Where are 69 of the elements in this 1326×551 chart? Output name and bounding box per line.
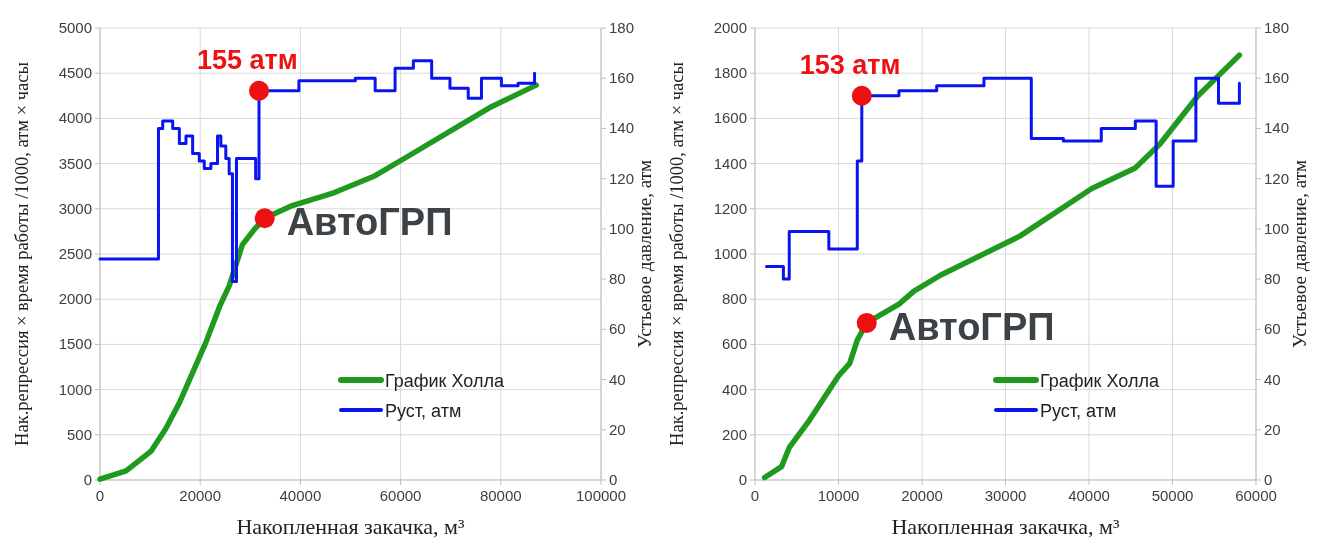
y-tick-label: 800 xyxy=(721,290,747,308)
y-tick-label: 1200 xyxy=(713,199,747,217)
y2-tick-label: 60 xyxy=(1264,320,1281,338)
y-tick-label: 1500 xyxy=(58,335,92,353)
y-tick-label: 2000 xyxy=(713,19,747,36)
legend-label: Руст, атм xyxy=(1040,401,1117,421)
y2-tick-label: 140 xyxy=(1264,119,1290,137)
x-tick-label: 30000 xyxy=(984,487,1027,504)
y-tick-label: 500 xyxy=(66,425,92,443)
legend-label: График Холла xyxy=(385,371,505,391)
y2-tick-label: 80 xyxy=(609,270,626,288)
y2-axis-title: Устьевое давление, атм xyxy=(1289,159,1310,349)
y2-tick-label: 40 xyxy=(1264,370,1281,388)
x-axis-title: Накопленная закачка, м³ xyxy=(236,514,465,539)
x-tick-label: 10000 xyxy=(817,487,860,504)
x-tick-label: 60000 xyxy=(379,487,422,504)
y-tick-label: 1800 xyxy=(713,64,747,82)
y-tick-label: 1000 xyxy=(713,245,747,262)
x-tick-label: 50000 xyxy=(1151,487,1194,504)
y2-tick-label: 180 xyxy=(1264,19,1290,36)
y2-tick-label: 100 xyxy=(1264,219,1290,237)
y-tick-label: 3500 xyxy=(58,154,92,172)
y2-tick-label: 180 xyxy=(609,19,635,36)
y2-tick-label: 0 xyxy=(609,471,618,488)
annotation: АвтоГРП xyxy=(286,201,453,244)
y-tick-label: 200 xyxy=(721,425,747,443)
x-tick-label: 0 xyxy=(750,487,760,504)
y2-tick-label: 160 xyxy=(1264,69,1290,87)
x-tick-label: 20000 xyxy=(901,487,943,504)
y2-tick-label: 160 xyxy=(609,69,635,87)
x-tick-label: 20000 xyxy=(179,487,222,504)
y-tick-label: 3000 xyxy=(58,199,92,217)
x-tick-label: 60000 xyxy=(1235,487,1277,504)
annotation: 155 атм xyxy=(197,44,298,75)
annotation: АвтоГРП xyxy=(888,305,1055,348)
y2-tick-label: 120 xyxy=(609,169,635,187)
x-tick-label: 100000 xyxy=(575,487,627,504)
y2-tick-label: 20 xyxy=(609,420,626,438)
y2-tick-label: 120 xyxy=(1264,169,1290,187)
x-tick-label: 0 xyxy=(95,487,105,504)
y2-tick-label: 40 xyxy=(609,370,626,388)
x-axis-title: Накопленная закачка, м³ xyxy=(891,514,1120,539)
y-tick-label: 2500 xyxy=(58,245,92,262)
y2-tick-label: 80 xyxy=(1264,270,1281,288)
y-axis-title: Нак.репрессия × время работы /1000, атм × часы xyxy=(12,62,32,446)
y-tick-label: 1000 xyxy=(58,380,92,398)
x-tick-label: 40000 xyxy=(1068,487,1110,504)
y-tick-label: 0 xyxy=(738,471,747,488)
y2-tick-label: 20 xyxy=(1264,420,1281,438)
y-tick-label: 400 xyxy=(721,380,747,398)
x-tick-label: 80000 xyxy=(479,487,522,504)
y2-tick-label: 0 xyxy=(1264,471,1273,488)
x-tick-label: 40000 xyxy=(279,487,322,504)
legend-label: График Холла xyxy=(1040,371,1160,391)
y-tick-label: 5000 xyxy=(58,19,92,36)
annotation: 153 атм xyxy=(799,49,901,80)
y-axis-title: Нак.репрессия × время работы /1000, атм × часы xyxy=(667,62,687,446)
y-tick-label: 4000 xyxy=(58,109,92,127)
y-tick-label: 4500 xyxy=(58,64,92,82)
y-tick-label: 600 xyxy=(721,335,747,353)
y2-tick-label: 140 xyxy=(609,119,635,137)
legend-label: Руст, атм xyxy=(385,401,462,421)
y2-axis-title: Устьевое давление, атм xyxy=(634,159,655,349)
y-tick-label: 1600 xyxy=(713,109,747,127)
y-tick-label: 2000 xyxy=(58,290,92,308)
y2-tick-label: 60 xyxy=(609,320,626,338)
y2-tick-label: 100 xyxy=(609,219,635,237)
y-tick-label: 0 xyxy=(83,471,92,488)
y-tick-label: 1400 xyxy=(713,154,747,172)
